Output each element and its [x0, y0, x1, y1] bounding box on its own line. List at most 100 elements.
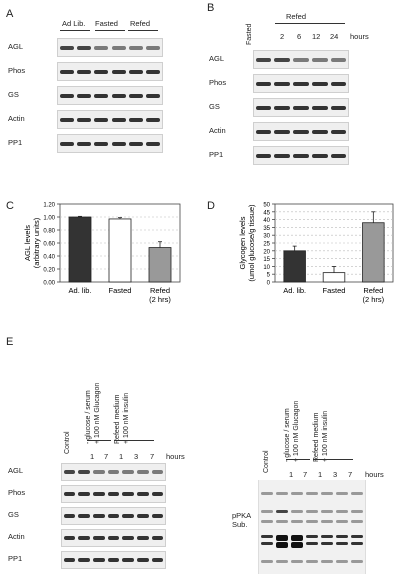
blot-band: [311, 105, 328, 110]
panel-e-right-time: 7: [348, 470, 353, 479]
panel-a-group-refed: Refed: [130, 19, 151, 28]
y-tick-label: 0.20: [43, 268, 55, 274]
blot-band: [59, 45, 74, 50]
y-tick-label: 30: [263, 234, 270, 240]
blot-strip: [253, 50, 349, 69]
blot-row-label: GS: [209, 101, 220, 111]
blot-band: [255, 81, 272, 86]
blot-band: [92, 492, 105, 496]
blot-band: [111, 141, 126, 146]
blot-band: [76, 117, 92, 122]
blot-strip: [57, 38, 163, 57]
y-tick-label: 1.00: [43, 216, 55, 222]
blot-strip: [61, 529, 166, 547]
blot-band: [151, 492, 164, 496]
blot-band: [137, 470, 149, 474]
blot-band: [94, 117, 109, 122]
x-category-label: Ad. lib.: [69, 286, 92, 295]
panel-e-left-bracket: [114, 440, 154, 441]
ppka-band: [336, 560, 349, 563]
blot-band: [92, 536, 105, 540]
blot-band: [59, 117, 74, 122]
ppka-band: [351, 560, 364, 563]
blot-band: [293, 129, 309, 134]
blot-band: [255, 57, 272, 62]
blot-band: [128, 45, 144, 50]
blot-row-label: PP1: [8, 554, 23, 563]
blot-band: [92, 558, 105, 562]
bar: [148, 247, 172, 283]
blot-strip: [61, 507, 166, 525]
blot-band: [137, 536, 149, 540]
ppka-band: [351, 535, 364, 538]
panel-a-group-adlib: Ad Lib.: [62, 19, 86, 28]
blot-band: [146, 69, 161, 74]
x-category-label: Fasted: [109, 286, 132, 295]
y-tick-label: 0.60: [43, 242, 55, 248]
panel-b-time: 6: [297, 32, 302, 41]
ppka-band: [351, 510, 364, 513]
blot-band: [293, 105, 309, 110]
blot-band: [151, 470, 164, 474]
panel-e-letter: E: [6, 336, 14, 348]
blot-row-label: Phos: [8, 65, 26, 75]
blot-strip: [253, 146, 349, 165]
ppka-band: [275, 510, 288, 513]
y-axis-label: Glycogen levels: [238, 216, 247, 269]
blot-band: [293, 153, 309, 158]
blot-strip: [61, 551, 166, 569]
y-tick-label: 10: [263, 265, 270, 271]
blot-band: [78, 536, 90, 540]
panel-a-letter: A: [6, 8, 14, 20]
y-tick-label: 0.40: [43, 255, 55, 261]
bar: [68, 216, 92, 283]
ppka-band: [336, 510, 349, 513]
y-tick-label: 35: [263, 226, 270, 232]
ppka-band: [321, 560, 334, 563]
panel-e-left-bracket: [87, 440, 111, 441]
panel-e-right-bracket: [313, 459, 353, 460]
panel-e-right-unit: hours: [365, 470, 384, 479]
panel-b-time: 2: [280, 32, 285, 41]
blot-band: [151, 558, 164, 562]
y-tick-label: 0.00: [43, 281, 55, 287]
panel-e-left-cond1-line1: - glucose / serum: [85, 390, 92, 444]
panel-e-left-time: 7: [150, 452, 155, 461]
blot-row-label: GS: [8, 510, 19, 519]
panel-d-letter: D: [207, 200, 215, 212]
blot-row-label: Actin: [209, 125, 226, 135]
y-tick-label: 50: [263, 203, 270, 209]
blot-band: [94, 141, 109, 146]
blot-band: [94, 93, 109, 98]
y-axis-label: AGL levels: [23, 225, 32, 261]
blot-band: [255, 153, 272, 158]
blot-band: [78, 492, 90, 496]
blot-band: [107, 514, 120, 518]
blot-row-label: Actin: [8, 532, 25, 541]
blot-band: [63, 536, 76, 540]
ppka-band: [351, 542, 364, 545]
blot-band: [274, 81, 291, 86]
blot-band: [59, 69, 74, 74]
blot-band: [76, 69, 92, 74]
panel-b-time: 12: [312, 32, 321, 41]
blot-band: [63, 514, 76, 518]
blot-band: [311, 81, 328, 86]
panel-a-bracket: [128, 30, 158, 31]
blot-band: [293, 81, 309, 86]
ppka-band: [321, 535, 334, 538]
panel-c-chart: 0.00 0.20 0.40 0.60 0.80 1.00 1.20 AGL levels (a…: [23, 203, 181, 304]
y-tick-label: 1.20: [43, 203, 55, 209]
ppka-band: [260, 542, 273, 545]
panel-c-letter: C: [6, 200, 14, 212]
blot-band: [274, 105, 291, 110]
y-tick-label: 5: [267, 273, 271, 279]
panel-e-left-cond2-line1: Refeed medium: [114, 394, 121, 444]
panel-e-right-cond2-line2: + 100 nM insulin: [322, 410, 329, 462]
y-tick-label: 20: [263, 249, 270, 255]
blot-band: [128, 141, 144, 146]
ppka-label-line2: Sub.: [232, 520, 248, 529]
blot-strip: [253, 74, 349, 93]
blot-row-label: AGL: [8, 466, 24, 475]
